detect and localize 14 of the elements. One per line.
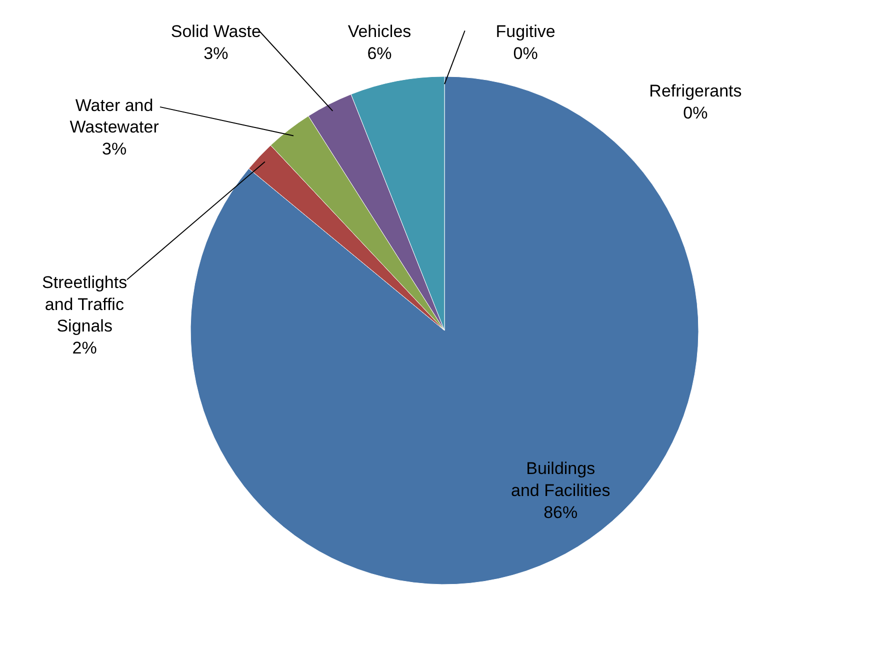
text: 0% bbox=[513, 44, 538, 63]
data-label: 86% bbox=[544, 502, 578, 522]
category-label: Refrigerants bbox=[649, 81, 742, 100]
category-label: Fugitive bbox=[496, 22, 556, 41]
data-label: 2% bbox=[72, 338, 97, 358]
slice-label: Water and Wastewater bbox=[70, 96, 160, 137]
data-label: 3% bbox=[102, 140, 127, 159]
slice-label: Buildings and Facilities bbox=[510, 459, 610, 500]
text: 0% bbox=[683, 103, 708, 122]
data-label: 3% bbox=[204, 44, 228, 63]
slice-label: Vehicles bbox=[348, 22, 412, 41]
slice-label: Streetlights and Traffic Signals bbox=[42, 272, 128, 336]
slice-label: Solid Waste bbox=[170, 22, 261, 41]
data-label: 6% bbox=[367, 44, 392, 63]
